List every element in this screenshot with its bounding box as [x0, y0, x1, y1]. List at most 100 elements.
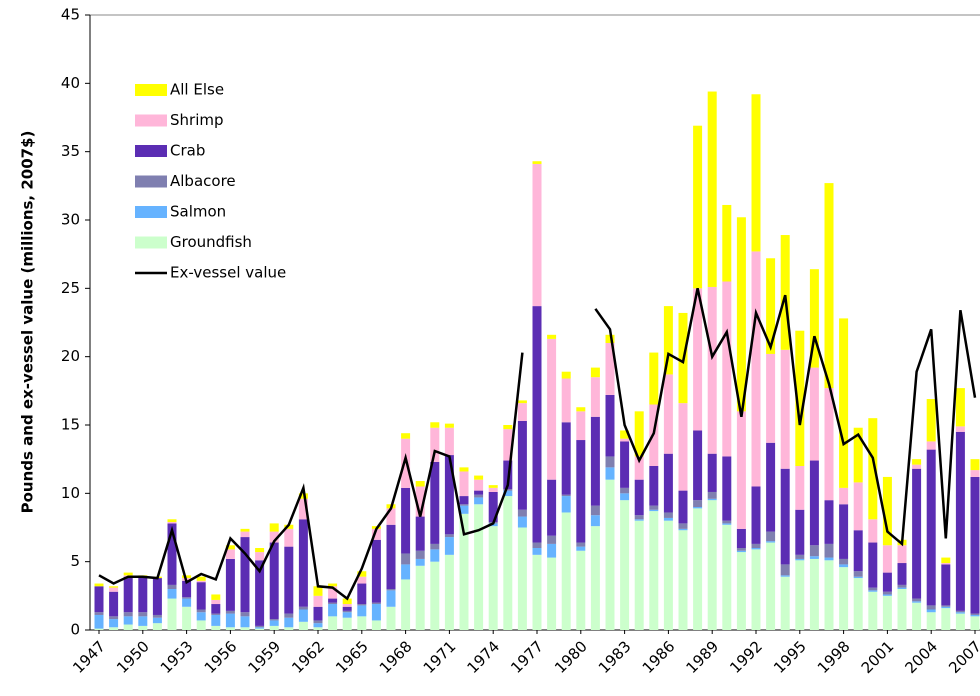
- bar-segment: [766, 353, 776, 443]
- bar-segment: [795, 560, 805, 630]
- bar-segment: [517, 527, 527, 630]
- bar-segment: [269, 620, 279, 626]
- y-tick-label: 20: [61, 347, 80, 365]
- bar-segment: [298, 606, 308, 610]
- bar-segment: [766, 541, 776, 543]
- bar-segment: [269, 523, 279, 532]
- bar-segment: [284, 627, 294, 630]
- bar-segment: [882, 591, 892, 595]
- bar-segment: [751, 543, 761, 548]
- bar-segment: [401, 553, 411, 565]
- bar-segment: [868, 542, 878, 588]
- bar-segment: [225, 627, 235, 630]
- bar-segment: [240, 528, 250, 532]
- bar-segment: [123, 616, 133, 625]
- legend-label: Groundfish: [170, 233, 252, 251]
- bar-segment: [955, 612, 965, 614]
- bar-segment: [853, 427, 863, 483]
- bar-segment: [707, 286, 717, 454]
- bar-segment: [357, 616, 367, 630]
- bar-segment: [693, 500, 703, 507]
- bar-segment: [824, 183, 834, 389]
- bar-segment: [474, 475, 484, 480]
- bar-segment: [474, 497, 484, 505]
- bar-segment: [328, 586, 338, 599]
- bar-segment: [620, 493, 630, 501]
- bar-segment: [590, 367, 600, 378]
- bar-segment: [663, 453, 673, 513]
- bar-segment: [459, 467, 469, 472]
- legend-swatch: [135, 236, 167, 249]
- bar-segment: [488, 526, 498, 630]
- bar-segment: [620, 441, 630, 488]
- bar-segment: [941, 608, 951, 630]
- bar-segment: [211, 614, 221, 626]
- bar-segment: [503, 496, 513, 630]
- bar-segment: [313, 606, 323, 621]
- bar-segment: [255, 560, 265, 626]
- bar-segment: [780, 235, 790, 350]
- bar-segment: [488, 491, 498, 523]
- legend-swatch: [135, 145, 167, 157]
- bar-segment: [634, 520, 644, 630]
- bar-segment: [94, 586, 104, 613]
- x-tick-label: 1995: [770, 637, 810, 677]
- bar-segment: [503, 429, 513, 461]
- y-tick-label: 15: [61, 416, 80, 434]
- bar-segment: [970, 470, 980, 477]
- bar-segment: [634, 456, 644, 480]
- bar-segment: [109, 616, 119, 620]
- bar-segment: [766, 542, 776, 630]
- bar-segment: [386, 508, 396, 525]
- bar-segment: [766, 442, 776, 532]
- x-tick-label: 1989: [682, 637, 722, 677]
- value-line: [98, 288, 977, 601]
- bar-segment: [678, 490, 688, 524]
- bar-segment: [824, 500, 834, 544]
- bar-segment: [94, 614, 104, 629]
- bar-segment: [634, 411, 644, 457]
- bar-segment: [138, 616, 148, 626]
- bar-segment: [269, 619, 279, 621]
- x-tick-label: 1983: [595, 637, 635, 677]
- bar-segment: [809, 269, 819, 368]
- bar-segment: [255, 625, 265, 628]
- bar-segment: [138, 612, 148, 617]
- bar-segment: [751, 486, 761, 544]
- bar-segment: [882, 545, 892, 573]
- bar-segment: [707, 500, 717, 630]
- bar-segment: [240, 531, 250, 538]
- bar-segment: [298, 621, 308, 630]
- bar-segment: [795, 509, 805, 555]
- bar-segment: [371, 620, 381, 630]
- bar-segment: [722, 281, 732, 457]
- x-tick-label: 1947: [69, 637, 109, 677]
- y-tick-label: 25: [61, 279, 80, 297]
- bar-segment: [620, 500, 630, 630]
- bar-segment: [503, 489, 513, 491]
- bar-segment: [547, 334, 557, 339]
- bar-segment: [882, 572, 892, 592]
- bar-segment: [722, 523, 732, 525]
- bar-segment: [225, 610, 235, 614]
- bar-segment: [897, 584, 907, 588]
- bar-segment: [123, 572, 133, 576]
- bar-segment: [926, 399, 936, 442]
- bar-segment: [109, 587, 119, 592]
- bar-segment: [255, 627, 265, 629]
- bar-segment: [284, 617, 294, 628]
- bar-segment: [430, 561, 440, 630]
- x-tick-label: 1953: [157, 637, 197, 677]
- bar-segment: [547, 479, 557, 536]
- bar-segment: [751, 251, 761, 487]
- legend-label: All Else: [170, 81, 224, 99]
- bar-segment: [926, 605, 936, 610]
- bar-segment: [444, 554, 454, 630]
- bar-segment: [926, 609, 936, 613]
- bar-segment: [211, 594, 221, 600]
- bar-segment: [415, 565, 425, 630]
- bar-segment: [620, 438, 630, 442]
- bar-segment: [430, 461, 440, 544]
- bar-segment: [182, 597, 192, 599]
- bar-segment: [839, 567, 849, 630]
